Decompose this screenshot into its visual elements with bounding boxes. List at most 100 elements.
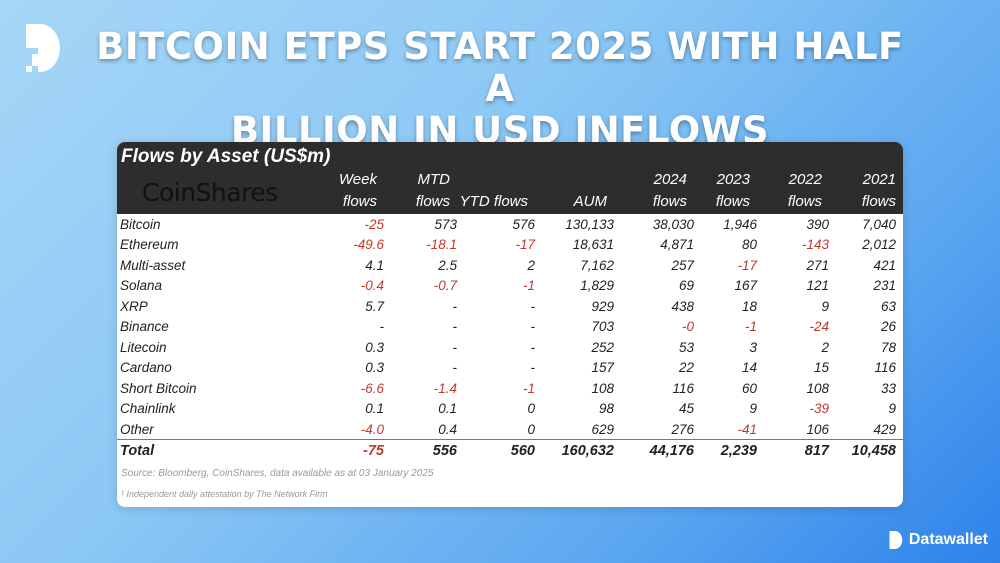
column-header-line: flows xyxy=(342,193,377,210)
flows-table: Bitcoin -25 573 576 130,133 38,030 1,946 390 7,0… xyxy=(117,214,903,462)
cell-value: -17 xyxy=(737,257,757,273)
table-row: Multi-asset 4.1 2.5 2 7,162 257 -17 271 421 xyxy=(117,255,903,276)
cell-value: 1,829 xyxy=(580,278,614,294)
asset-name: Chainlink xyxy=(120,401,176,417)
table-row: Chainlink 0.1 0.1 0 98 45 9 -39 9 xyxy=(117,399,903,420)
column-header: 2023 flows xyxy=(716,169,750,213)
cell-value: 108 xyxy=(806,380,829,396)
column-header-line xyxy=(574,169,607,191)
cell-value: 390 xyxy=(806,216,829,232)
cell-value: 271 xyxy=(806,257,829,273)
cell-value: 78 xyxy=(880,339,896,355)
asset-name: Short Bitcoin xyxy=(120,380,197,396)
cell-value: - xyxy=(452,360,458,376)
cell-value: - xyxy=(530,339,536,355)
asset-name: Other xyxy=(120,421,154,437)
cell-value: 0 xyxy=(527,401,535,417)
cell-value: - xyxy=(530,360,536,376)
column-header: 2022 flows xyxy=(788,169,822,213)
cell-value: 63 xyxy=(880,298,896,314)
cell-value: 69 xyxy=(678,278,694,294)
table-header: Flows by Asset (US$m) CoinShares Week flo… xyxy=(117,142,903,214)
column-header-line: flows xyxy=(861,193,896,210)
cell-value: - xyxy=(379,319,385,335)
column-header: Week flows xyxy=(339,169,377,213)
cell-value: 14 xyxy=(741,360,757,376)
cell-value: 121 xyxy=(806,278,829,294)
cell-value: 0.3 xyxy=(365,360,384,376)
table-title: Flows by Asset (US$m) xyxy=(121,146,331,167)
cell-value: 276 xyxy=(671,421,694,437)
datawallet-icon xyxy=(889,531,903,549)
cell-value: 1,946 xyxy=(723,216,757,232)
cell-value: -41 xyxy=(737,421,757,437)
cell-value: 108 xyxy=(591,380,614,396)
column-header-line: 2024 xyxy=(653,171,687,188)
cell-value: - xyxy=(452,298,458,314)
page-title: BITCOIN ETPS START 2025 WITH HALF A BILL… xyxy=(90,26,910,152)
cell-value: -1 xyxy=(522,278,535,294)
column-header-line: 2021 xyxy=(862,171,896,188)
cell-value: 2 xyxy=(527,257,535,273)
cell-value: 26 xyxy=(880,319,896,335)
cell-value: 3 xyxy=(749,339,757,355)
cell-value: 5.7 xyxy=(365,298,384,314)
table-row: Ethereum -49.6 -18.1 -17 18,631 4,871 80 -143 2,… xyxy=(117,235,903,256)
cell-value: 60 xyxy=(741,380,757,396)
column-header: 2021 flows xyxy=(862,169,896,213)
asset-name: Cardano xyxy=(120,360,172,376)
cell-value: 160,632 xyxy=(535,439,614,462)
cell-value: -0 xyxy=(681,319,694,335)
column-header-line: flows xyxy=(415,193,450,210)
column-header-line: flows xyxy=(787,193,822,210)
cell-value: -18.1 xyxy=(426,237,457,253)
cell-value: 2,239 xyxy=(694,439,757,462)
cell-value: 9 xyxy=(888,401,896,417)
cell-value: 817 xyxy=(757,439,829,462)
asset-name: Bitcoin xyxy=(120,216,161,232)
cell-value: -1 xyxy=(744,319,757,335)
column-header: YTD flows xyxy=(460,169,528,213)
cell-value: -25 xyxy=(364,216,384,232)
cell-value: -49.6 xyxy=(353,237,384,253)
cell-value: 53 xyxy=(678,339,694,355)
cell-value: 560 xyxy=(457,439,535,462)
cell-value: -6.6 xyxy=(360,380,384,396)
column-header-line: Week xyxy=(338,171,377,188)
column-header-line: flows xyxy=(652,193,687,210)
cell-value: -39 xyxy=(809,401,829,417)
cell-value: 0.1 xyxy=(438,401,457,417)
column-header: MTD flows xyxy=(416,169,450,213)
datawallet-logo-icon xyxy=(26,24,60,72)
asset-name: Litecoin xyxy=(120,339,167,355)
column-header-line: 2023 xyxy=(716,171,750,188)
cell-value: 7,040 xyxy=(862,216,896,232)
cell-value: -17 xyxy=(515,237,535,253)
cell-value: 429 xyxy=(873,421,896,437)
asset-name: Ethereum xyxy=(120,237,179,253)
cell-value: - xyxy=(452,339,458,355)
cell-value: 629 xyxy=(591,421,614,437)
cell-value: -0.4 xyxy=(360,278,384,294)
cell-value: 0 xyxy=(527,421,535,437)
table-row: XRP 5.7 - - 929 438 18 9 63 xyxy=(117,296,903,317)
cell-value: -75 xyxy=(311,439,384,462)
cell-value: - xyxy=(452,319,458,335)
cell-value: 116 xyxy=(874,360,896,376)
cell-value: 2.5 xyxy=(438,257,457,273)
cell-value: 106 xyxy=(806,421,829,437)
table-row: Solana -0.4 -0.7 -1 1,829 69 167 121 231 xyxy=(117,276,903,297)
cell-value: 929 xyxy=(591,298,614,314)
cell-value: 4,871 xyxy=(660,237,694,253)
attestation-note: ¹ Independent daily attestation by The N… xyxy=(121,488,328,499)
cell-value: 0.1 xyxy=(365,401,384,417)
cell-value: 98 xyxy=(598,401,614,417)
asset-name: Total xyxy=(117,439,311,462)
cell-value: 44,176 xyxy=(614,439,694,462)
cell-value: -0.7 xyxy=(433,278,457,294)
asset-name: XRP xyxy=(120,298,148,314)
cell-value: -143 xyxy=(801,237,829,253)
coinshares-logo: CoinShares xyxy=(142,178,278,207)
cell-value: 9 xyxy=(821,298,829,314)
cell-value: 4.1 xyxy=(365,257,384,273)
